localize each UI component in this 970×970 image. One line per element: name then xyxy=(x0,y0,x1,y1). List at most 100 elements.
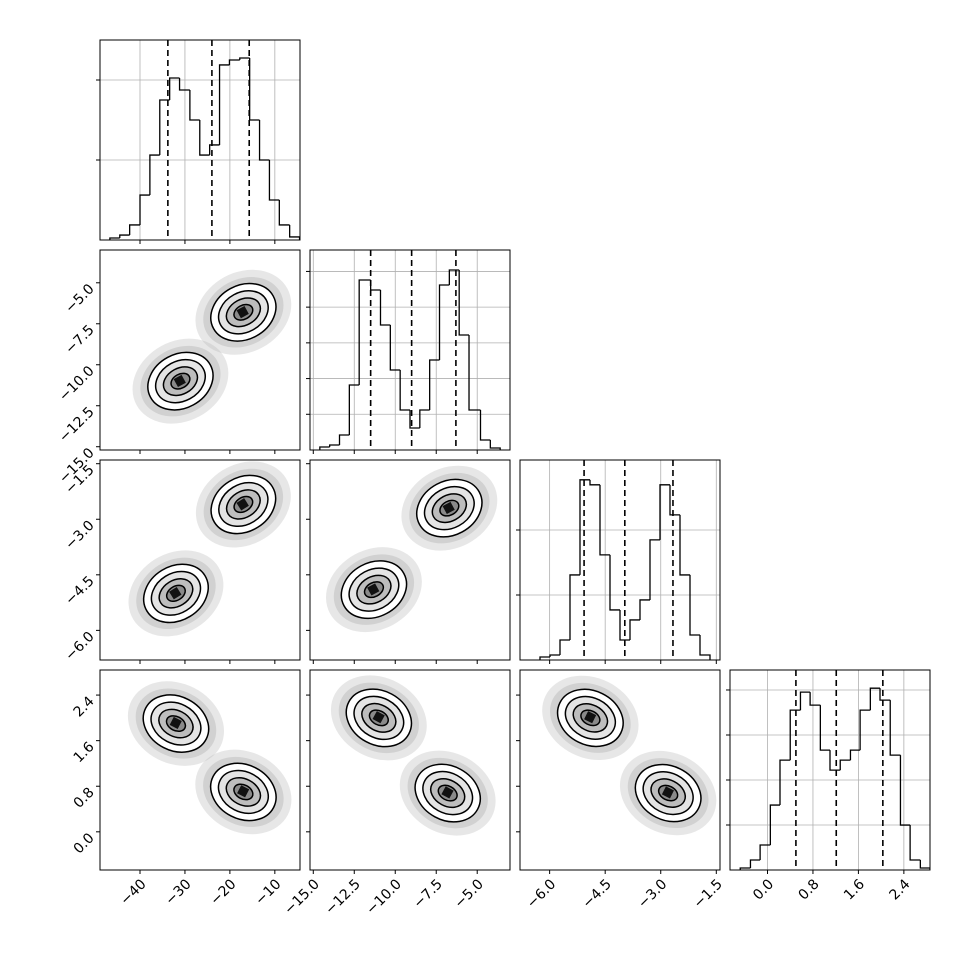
panel-frame xyxy=(99,459,301,661)
histogram-step xyxy=(579,479,590,575)
y-tick-label: −12.5 xyxy=(56,404,98,446)
density-peak xyxy=(169,586,182,600)
cluster xyxy=(542,675,639,761)
histogram-step xyxy=(438,284,450,360)
histogram-step xyxy=(779,759,791,806)
panel-frame xyxy=(309,669,511,871)
density-peak xyxy=(661,786,674,799)
histogram-step xyxy=(759,844,771,861)
histogram-step xyxy=(379,290,391,326)
panel-frame xyxy=(309,459,511,661)
histogram-step xyxy=(739,867,751,870)
histogram-step xyxy=(338,434,350,445)
y-tick-label: −6.0 xyxy=(62,629,97,664)
histogram-step xyxy=(258,120,270,161)
histogram-step xyxy=(249,58,260,121)
cluster xyxy=(399,750,496,836)
histogram-step xyxy=(789,709,801,761)
histogram-step xyxy=(348,384,360,435)
panel xyxy=(132,269,292,424)
histogram-step xyxy=(859,709,871,751)
histogram-step xyxy=(839,759,851,771)
histogram-step xyxy=(559,639,570,655)
histogram-step xyxy=(569,574,580,640)
histogram-step xyxy=(419,409,430,428)
density-peak xyxy=(372,711,385,724)
histogram-step xyxy=(178,78,190,91)
panel-frame xyxy=(309,249,511,451)
histogram-step xyxy=(169,77,180,100)
histogram-step xyxy=(458,270,470,336)
histogram-step xyxy=(159,99,170,156)
histogram-step xyxy=(468,335,481,411)
y-tick-label: 1.6 xyxy=(71,739,98,766)
cluster xyxy=(195,749,292,835)
histogram-step xyxy=(479,410,491,441)
density-peak xyxy=(367,583,380,596)
histogram-step xyxy=(809,692,821,706)
histogram-step xyxy=(879,688,891,701)
density-peak xyxy=(584,711,597,724)
cluster xyxy=(401,465,498,551)
cluster xyxy=(128,550,224,637)
y-tick-label: 0.0 xyxy=(71,830,98,857)
histogram-step xyxy=(599,484,610,556)
cluster xyxy=(132,338,229,424)
histogram-step xyxy=(268,160,280,201)
histogram-step xyxy=(199,120,210,156)
x-tick-label: 0.8 xyxy=(796,876,823,903)
histogram-step xyxy=(329,444,340,447)
y-tick-label: −4.5 xyxy=(62,573,97,608)
histogram-step xyxy=(899,755,911,826)
histogram-step xyxy=(218,64,230,145)
density-peak xyxy=(441,786,454,799)
histogram-step xyxy=(539,656,550,660)
x-tick-label: −4.5 xyxy=(579,876,614,911)
histogram-step xyxy=(358,279,371,385)
cluster xyxy=(330,675,427,761)
histogram-step xyxy=(129,224,140,236)
density-peak xyxy=(236,498,249,511)
panel-frame xyxy=(519,669,721,871)
density-peak xyxy=(237,785,250,798)
histogram-step xyxy=(679,514,690,576)
x-tick-label: −30 xyxy=(162,876,194,908)
histogram-step xyxy=(489,440,501,450)
histogram-step xyxy=(689,574,700,636)
x-tick-label: 0.0 xyxy=(750,876,777,903)
histogram-step xyxy=(278,200,290,226)
histogram-step xyxy=(149,154,160,196)
histogram-step xyxy=(370,280,381,291)
panel xyxy=(100,40,300,240)
cluster xyxy=(195,269,292,355)
histogram-step xyxy=(619,609,630,641)
histogram-step xyxy=(139,194,150,225)
panel xyxy=(128,461,291,637)
histogram-step xyxy=(228,59,240,65)
histogram-step xyxy=(629,619,640,640)
histogram-step xyxy=(389,325,401,371)
histogram-step xyxy=(819,705,830,751)
histogram-step xyxy=(109,237,120,240)
histogram-step xyxy=(749,859,761,869)
y-tick-label: −5.0 xyxy=(62,281,97,316)
histogram-step xyxy=(799,691,811,711)
x-tick-label: −3.0 xyxy=(635,876,670,911)
histogram-step xyxy=(609,554,620,611)
histogram-step xyxy=(659,484,670,540)
cluster xyxy=(195,461,291,548)
x-tick-label: 2.4 xyxy=(886,876,913,903)
histogram-step xyxy=(119,234,130,238)
x-tick-label: 1.6 xyxy=(841,876,868,903)
density-peak xyxy=(169,716,182,729)
x-tick-label: −1.5 xyxy=(691,876,726,911)
histogram-step xyxy=(769,804,780,846)
y-tick-label: −10.0 xyxy=(56,363,98,405)
histogram-step xyxy=(639,599,650,620)
panel xyxy=(330,675,496,836)
panel xyxy=(730,670,930,870)
x-tick-label: −5.0 xyxy=(452,876,487,911)
x-tick-label: −6.0 xyxy=(524,876,559,911)
panel-frame xyxy=(99,669,301,871)
